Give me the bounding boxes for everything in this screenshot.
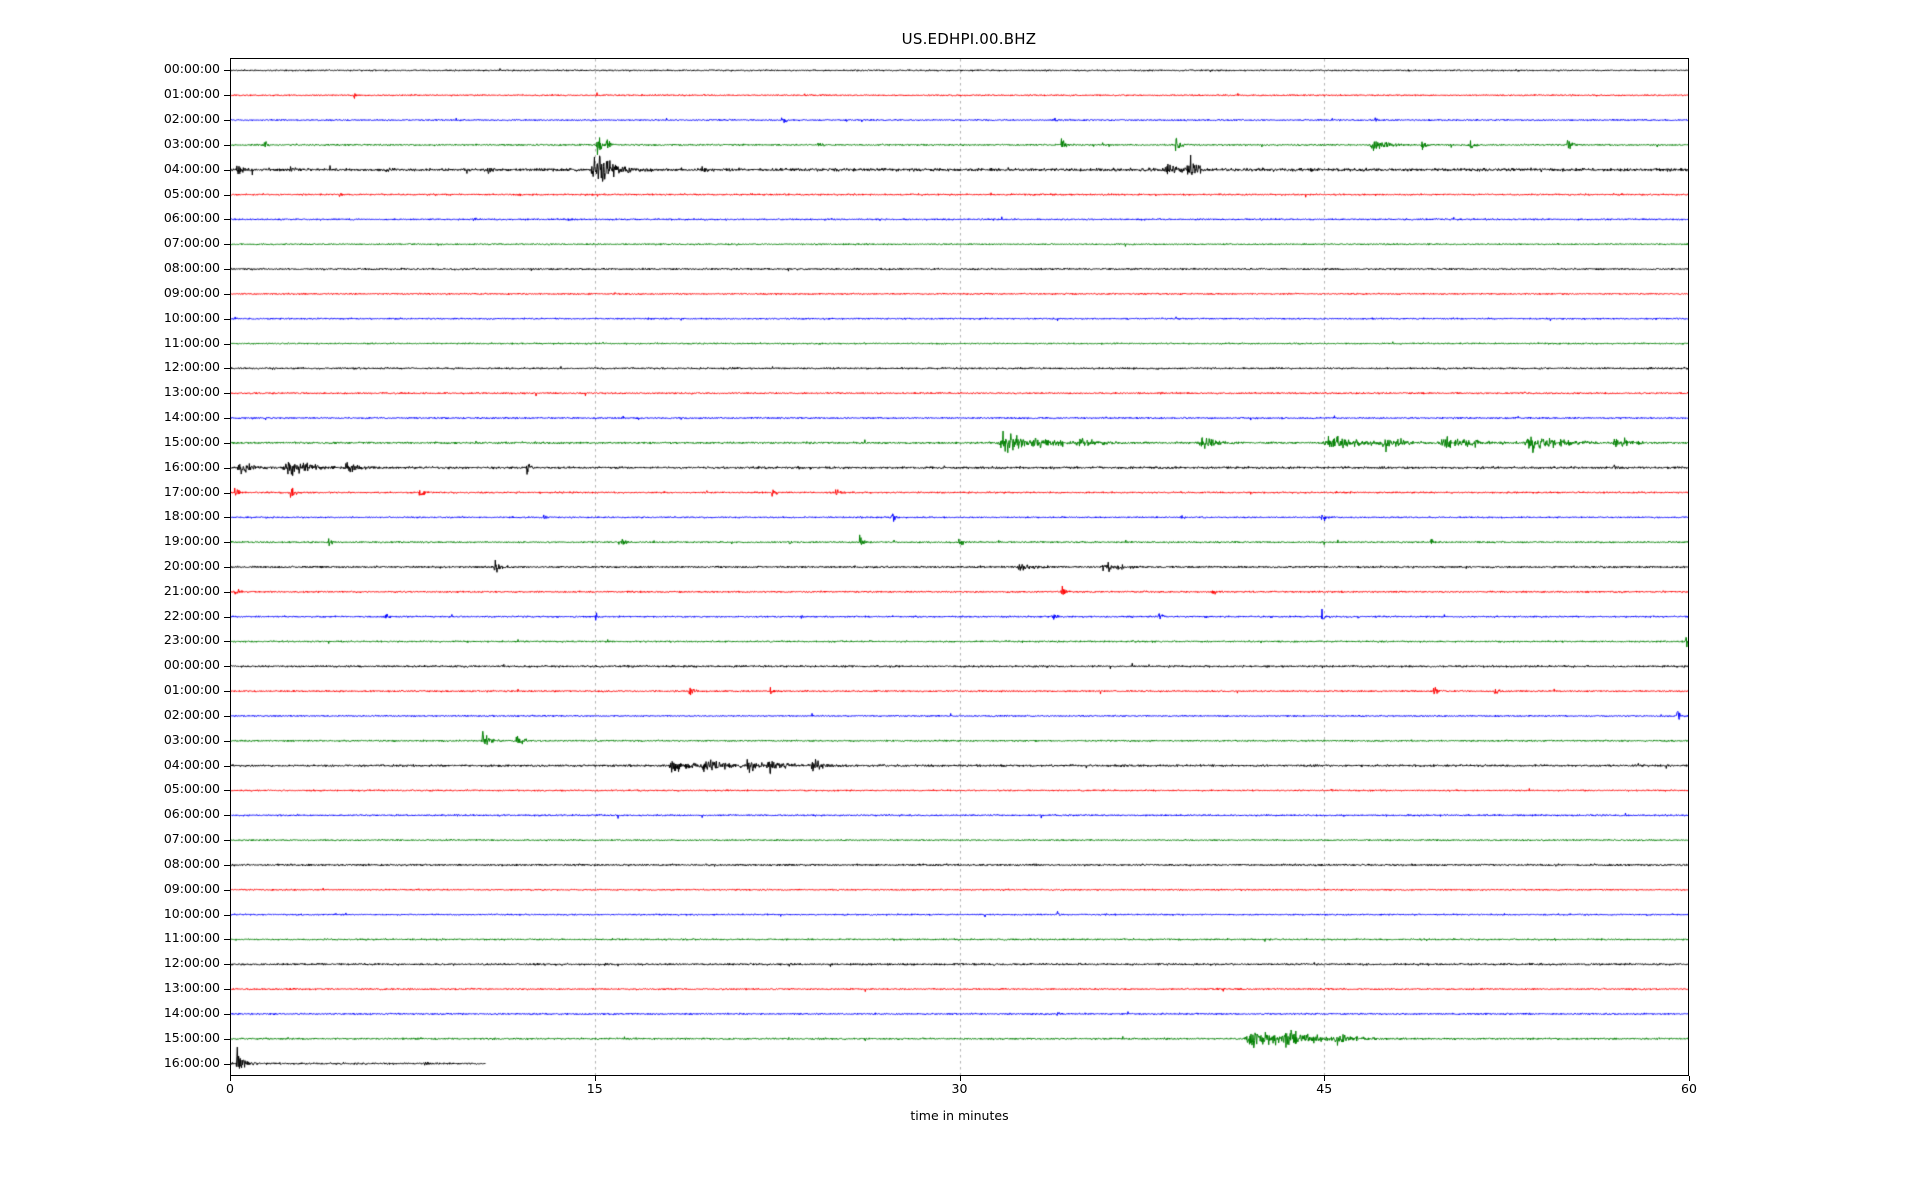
x-axis-tick-label: 60	[1681, 1081, 1697, 1096]
y-axis-tick-label: 18:00:00	[163, 508, 220, 524]
y-axis-tick-label: 15:00:00	[163, 433, 220, 449]
y-axis-tick-label: 16:00:00	[163, 1054, 220, 1070]
y-axis-tick-label: 10:00:00	[163, 309, 220, 325]
y-axis-tick-mark	[224, 542, 230, 543]
y-axis-tick-label: 06:00:00	[163, 806, 220, 822]
y-axis-tick-label: 03:00:00	[163, 135, 220, 151]
y-axis-tick-label: 16:00:00	[163, 458, 220, 474]
y-axis-tick-mark	[224, 716, 230, 717]
y-axis-tick-label: 09:00:00	[163, 284, 220, 300]
y-axis-tick-mark	[224, 617, 230, 618]
x-axis-label: time in minutes	[910, 1108, 1009, 1123]
y-axis-tick-label: 14:00:00	[163, 1004, 220, 1020]
y-axis-tick-mark	[224, 915, 230, 916]
y-axis-tick-label: 22:00:00	[163, 607, 220, 623]
y-axis-tick-label: 12:00:00	[163, 955, 220, 971]
y-axis-tick-label: 02:00:00	[163, 706, 220, 722]
y-axis-tick-mark	[224, 567, 230, 568]
y-axis-tick-mark	[224, 1064, 230, 1065]
y-axis-tick-label: 07:00:00	[163, 235, 220, 251]
y-axis-tick-mark	[224, 244, 230, 245]
y-axis-tick-mark	[224, 964, 230, 965]
y-axis-tick-label: 05:00:00	[163, 185, 220, 201]
y-axis-tick-mark	[224, 95, 230, 96]
x-axis-tick-mark	[960, 1076, 961, 1081]
y-axis-tick-label: 08:00:00	[163, 855, 220, 871]
y-axis-tick-label: 21:00:00	[163, 582, 220, 598]
y-axis-tick-mark	[224, 319, 230, 320]
x-axis-tick-mark	[595, 1076, 596, 1081]
y-axis-tick-label: 09:00:00	[163, 880, 220, 896]
y-axis-tick-label: 04:00:00	[163, 160, 220, 176]
y-axis-tick-label: 03:00:00	[163, 731, 220, 747]
y-axis-tick-mark	[224, 219, 230, 220]
y-axis-tick-mark	[224, 691, 230, 692]
y-axis-tick-label: 11:00:00	[163, 930, 220, 946]
y-axis-tick-label: 11:00:00	[163, 334, 220, 350]
x-axis-tick-mark	[1689, 1076, 1690, 1081]
y-axis-tick-mark	[224, 195, 230, 196]
y-axis-tick-mark	[224, 443, 230, 444]
y-axis-tick-mark	[224, 815, 230, 816]
y-axis-tick-label: 13:00:00	[163, 384, 220, 400]
y-axis-tick-mark	[224, 393, 230, 394]
y-axis-tick-mark	[224, 70, 230, 71]
y-axis-tick-label: 07:00:00	[163, 831, 220, 847]
chart-title-text: US.EDHPI.00.BHZ	[901, 30, 1037, 48]
y-axis-tick-mark	[224, 666, 230, 667]
y-axis-tick-mark	[224, 939, 230, 940]
y-axis-tick-label: 00:00:00	[163, 61, 220, 77]
y-axis-tick-label: 12:00:00	[163, 359, 220, 375]
y-axis-tick-mark	[224, 170, 230, 171]
y-axis-tick-label: 13:00:00	[163, 980, 220, 996]
y-axis-tick-label: 14:00:00	[163, 409, 220, 425]
x-axis-tick-mark	[1324, 1076, 1325, 1081]
y-axis-tick-mark	[224, 1039, 230, 1040]
y-axis-tick-label: 19:00:00	[163, 533, 220, 549]
y-axis-tick-label: 15:00:00	[163, 1029, 220, 1045]
y-axis-tick-label: 04:00:00	[163, 756, 220, 772]
y-axis-tick-mark	[224, 269, 230, 270]
y-axis-tick-mark	[224, 145, 230, 146]
y-axis-tick-mark	[224, 989, 230, 990]
y-axis-tick-mark	[224, 840, 230, 841]
y-axis-tick-label: 10:00:00	[163, 905, 220, 921]
y-axis-tick-label: 01:00:00	[163, 682, 220, 698]
y-axis-tick-label: 06:00:00	[163, 210, 220, 226]
y-axis-tick-mark	[224, 418, 230, 419]
x-axis-tick-label: 30	[951, 1081, 968, 1096]
x-axis-tick-mark	[230, 1076, 231, 1081]
y-axis-tick-mark	[224, 120, 230, 121]
y-axis-tick-mark	[224, 865, 230, 866]
y-axis-tick-mark	[224, 294, 230, 295]
y-axis-tick-mark	[224, 468, 230, 469]
x-axis-tick-label: 45	[1316, 1081, 1333, 1096]
y-axis-tick-mark	[224, 368, 230, 369]
y-axis-tick-label: 00:00:00	[163, 657, 220, 673]
y-axis-tick-mark	[224, 493, 230, 494]
y-axis-tick-label: 20:00:00	[163, 558, 220, 573]
y-axis-tick-mark	[224, 344, 230, 345]
y-axis-tick-label: 23:00:00	[163, 632, 220, 648]
x-axis-tick-label: 15	[586, 1081, 603, 1096]
y-axis-tick-label: 02:00:00	[163, 111, 220, 127]
y-axis-tick-label: 01:00:00	[163, 86, 220, 102]
y-axis-tick-mark	[224, 741, 230, 742]
y-axis-tick-mark	[224, 1014, 230, 1015]
y-axis-tick-label: 05:00:00	[163, 781, 220, 797]
y-axis-tick-mark	[224, 790, 230, 791]
y-axis-tick-mark	[224, 641, 230, 642]
y-axis-tick-label: 08:00:00	[163, 260, 220, 276]
x-axis-tick-label: 0	[226, 1081, 234, 1096]
y-axis-tick-mark	[224, 592, 230, 593]
waveform-canvas	[231, 59, 1688, 1075]
y-axis-tick-label: 17:00:00	[163, 483, 220, 499]
page-title: US.EDHPI.00.BHZ	[0, 12, 1920, 66]
y-axis-tick-mark	[224, 517, 230, 518]
y-axis-tick-mark	[224, 766, 230, 767]
y-axis-tick-mark	[224, 890, 230, 891]
